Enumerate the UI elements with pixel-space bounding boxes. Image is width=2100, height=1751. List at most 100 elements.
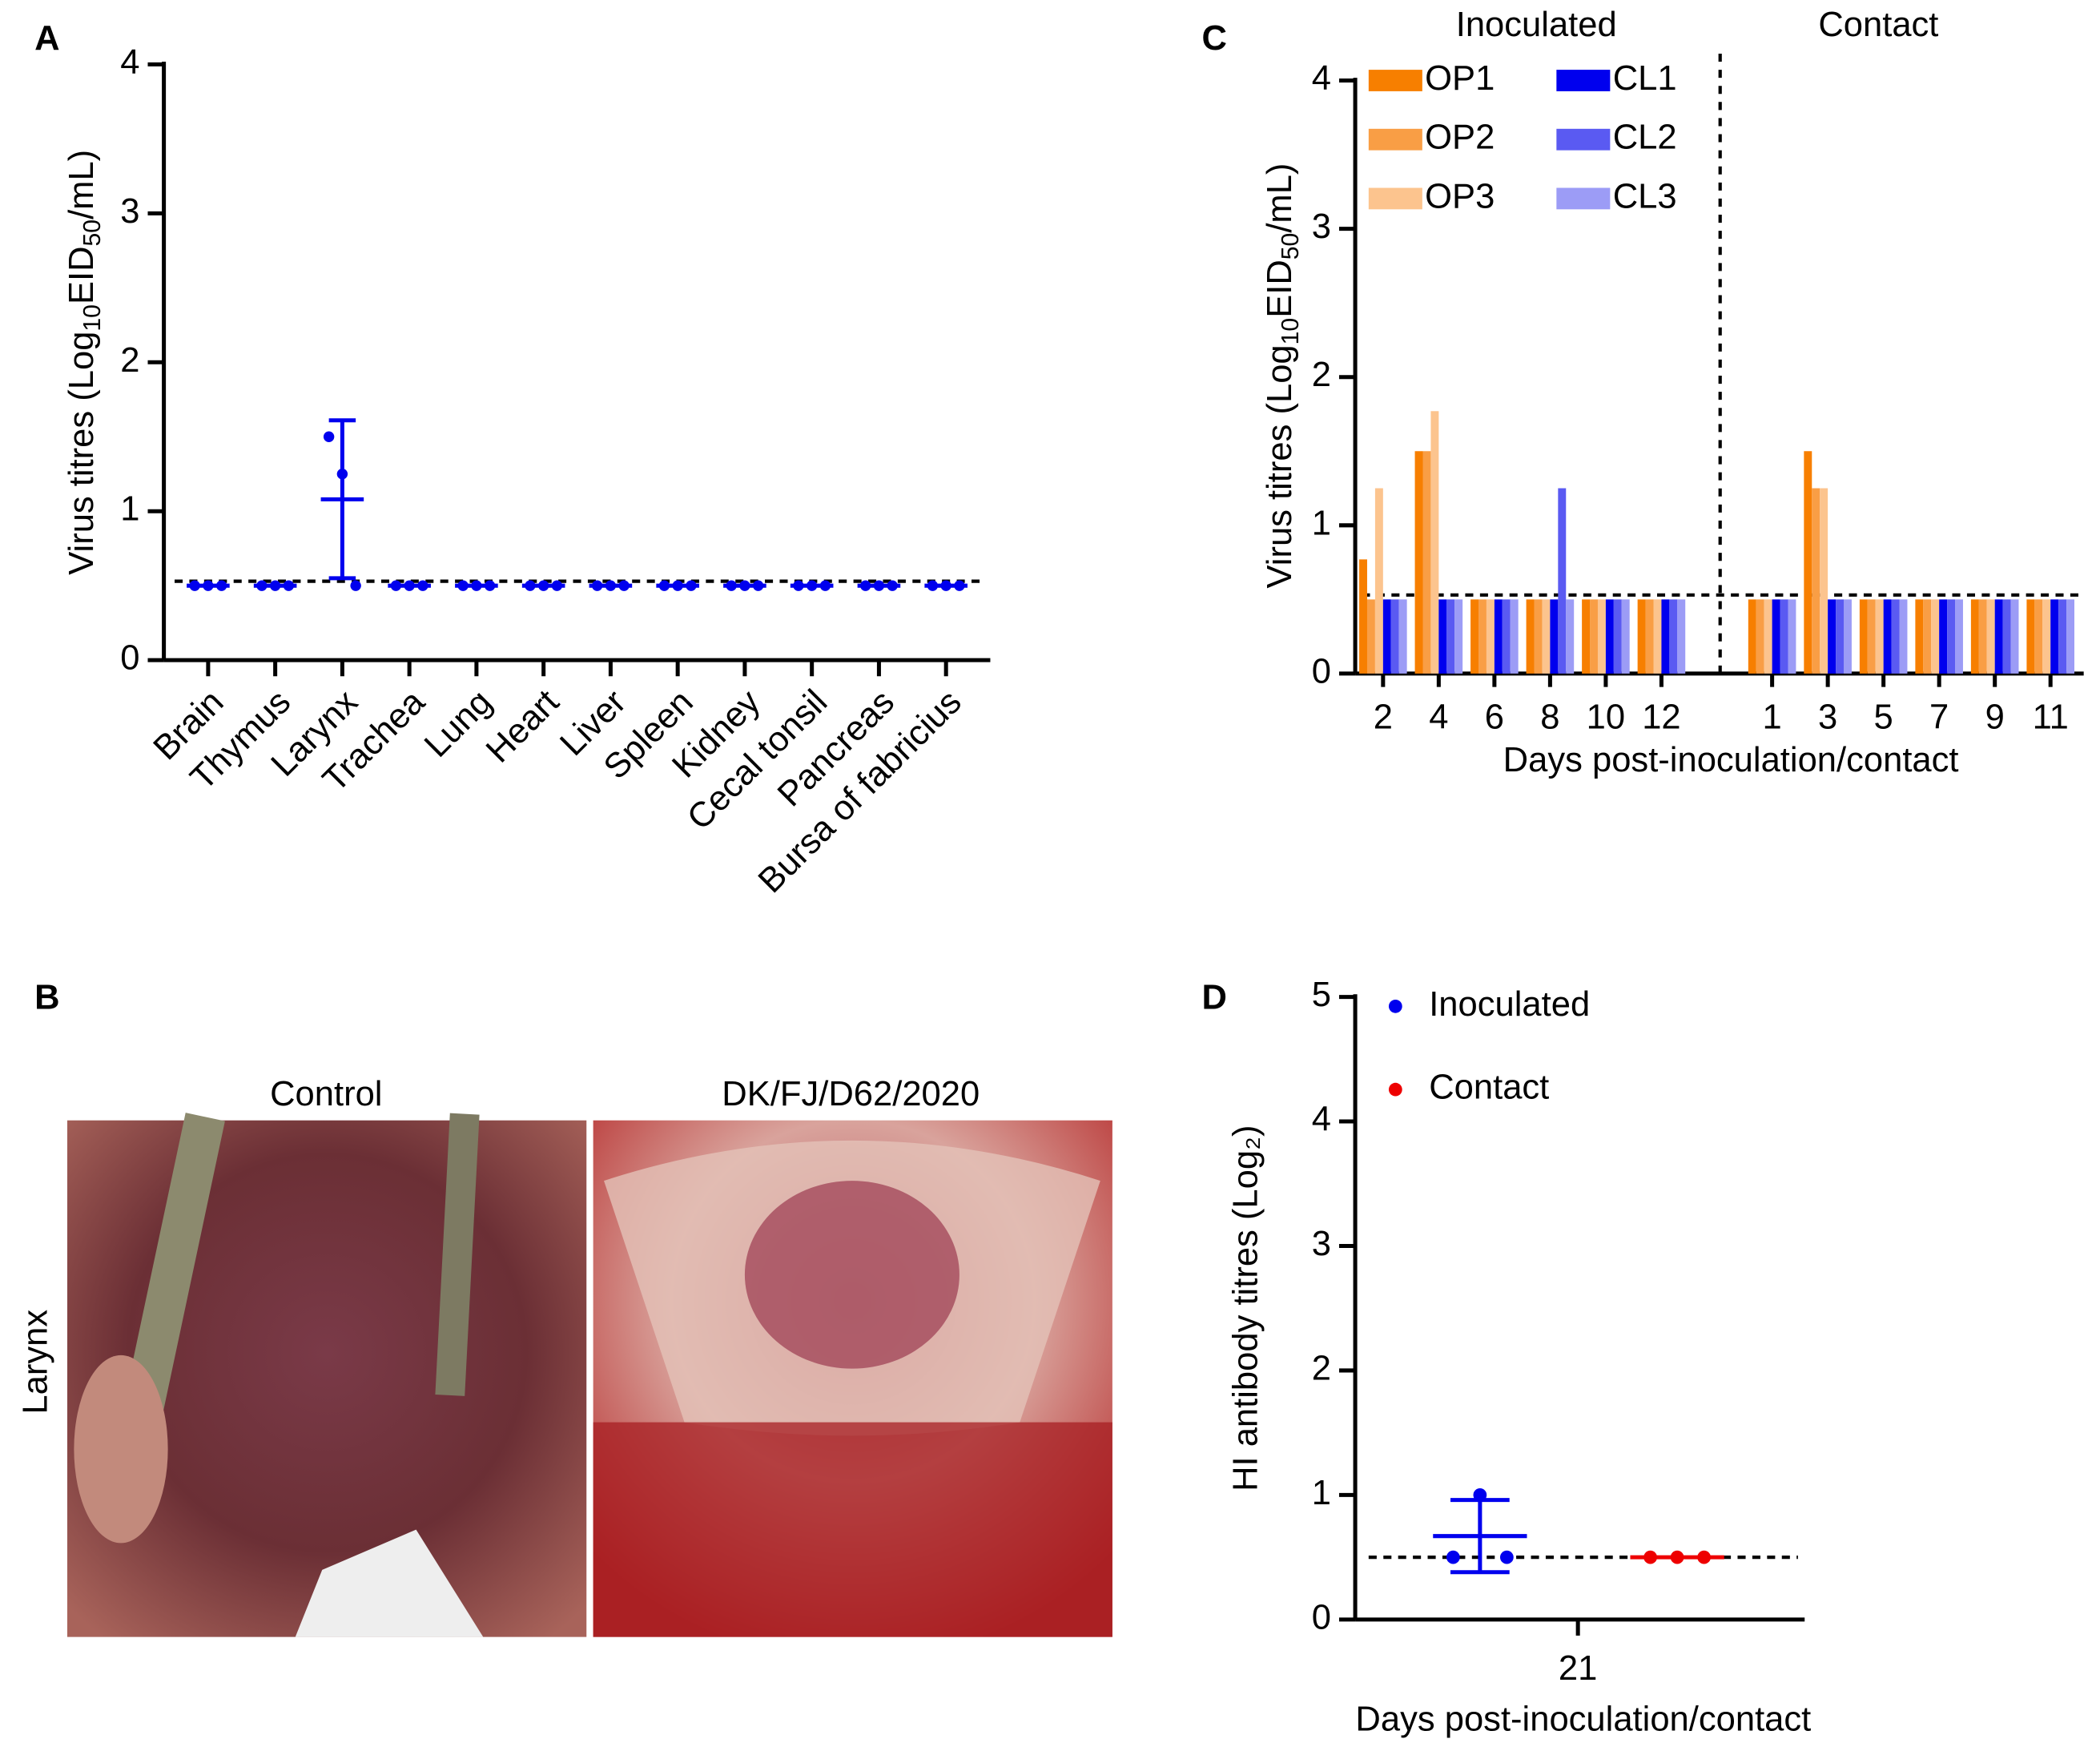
- bar: [1677, 599, 1686, 674]
- y-tick-label: 1: [1312, 504, 1331, 542]
- bar: [2026, 599, 2035, 674]
- bar: [1494, 599, 1503, 674]
- bar: [1828, 599, 1836, 674]
- y-tick-label: 0: [1312, 1598, 1331, 1636]
- bar: [1637, 599, 1646, 674]
- bar: [1613, 599, 1622, 674]
- row-label: Larynx: [17, 1310, 55, 1415]
- y-axis-label-part: Virus titres (Log: [62, 332, 101, 575]
- legend-swatch: [1556, 70, 1611, 91]
- x-tick-label: 10: [1587, 698, 1625, 736]
- legend-swatch: [1368, 128, 1422, 151]
- photo-infected: [593, 1120, 1112, 1637]
- bar: [1764, 599, 1772, 674]
- bar: [1550, 599, 1559, 674]
- bar: [1788, 599, 1796, 674]
- legend-swatch: [1368, 70, 1422, 91]
- x-tick-label: 4: [1429, 698, 1448, 736]
- bar: [1820, 488, 1828, 674]
- panel-label: B: [34, 978, 59, 1016]
- bar: [1486, 599, 1495, 674]
- y-tick-label: 3: [120, 192, 139, 231]
- bar: [1994, 599, 2003, 674]
- bar: [1510, 599, 1519, 674]
- x-axis-label: Days post-inoculation/contact: [1503, 741, 1959, 779]
- bar: [1978, 599, 1987, 674]
- legend-label: Inoculated: [1429, 985, 1590, 1024]
- bar: [1382, 599, 1391, 674]
- data-point: [1499, 1550, 1514, 1564]
- legend-label: CL2: [1613, 119, 1677, 157]
- bar: [1669, 599, 1678, 674]
- panel-label: D: [1201, 978, 1226, 1016]
- column-label: Control: [270, 1075, 382, 1113]
- bar: [1836, 599, 1844, 674]
- bar: [1661, 599, 1670, 674]
- bar: [1597, 599, 1606, 674]
- bar: [1891, 599, 1900, 674]
- data-point: [1446, 1550, 1460, 1564]
- y-axis-label-part: /mL): [1260, 163, 1298, 233]
- bar: [1374, 488, 1383, 674]
- bar: [1422, 451, 1431, 674]
- x-tick-label: Heart: [479, 682, 566, 770]
- bar: [1947, 599, 1956, 674]
- y-tick-label: 1: [1312, 1474, 1331, 1512]
- bar: [1915, 599, 1924, 674]
- bar: [1653, 599, 1662, 674]
- bar: [1438, 599, 1447, 674]
- legend-label: CL3: [1613, 177, 1677, 215]
- bar: [1867, 599, 1876, 674]
- bar: [2058, 599, 2067, 674]
- legend-label: Contact: [1429, 1069, 1549, 1107]
- x-tick-label: 21: [1559, 1649, 1597, 1688]
- bar: [1621, 599, 1630, 674]
- x-tick-label: 12: [1642, 698, 1680, 736]
- bar: [1446, 599, 1455, 674]
- y-tick-label: 2: [1312, 356, 1331, 394]
- bar: [1398, 599, 1407, 674]
- y-tick-label: 4: [1312, 1101, 1331, 1139]
- x-tick-label: 7: [1929, 698, 1949, 736]
- bar: [1970, 599, 1979, 674]
- x-tick-label: 1: [1763, 698, 1782, 736]
- x-tick-label: 9: [1985, 698, 2005, 736]
- bar: [1582, 599, 1591, 674]
- bar: [1470, 599, 1479, 674]
- bar: [1883, 599, 1892, 674]
- bar: [1756, 599, 1764, 674]
- y-tick-label: 0: [120, 639, 139, 678]
- data-point: [350, 580, 361, 591]
- bar: [1923, 599, 1932, 674]
- panel-label: A: [34, 19, 59, 58]
- y-axis-label-part: 10: [79, 304, 106, 332]
- y-tick-label: 2: [120, 341, 139, 380]
- bar: [1955, 599, 1963, 674]
- x-tick-label: 3: [1818, 698, 1837, 736]
- bar: [1542, 599, 1551, 674]
- y-axis-label: Virus titres (Log10EID50/mL): [1260, 163, 1304, 589]
- legend-label: OP2: [1425, 119, 1495, 157]
- legend-marker: [1388, 999, 1402, 1013]
- bar: [1899, 599, 1908, 674]
- legend-swatch: [1556, 128, 1611, 151]
- bar: [1366, 599, 1375, 674]
- y-tick-label: 2: [1312, 1349, 1331, 1387]
- bar: [2002, 599, 2011, 674]
- section-heading: Contact: [1818, 6, 1938, 44]
- bar: [1558, 488, 1567, 674]
- x-tick-label: Lung: [417, 682, 499, 764]
- bar: [2034, 599, 2043, 674]
- bar: [1478, 599, 1486, 674]
- bar: [1804, 451, 1812, 674]
- x-tick-label: 2: [1374, 698, 1393, 736]
- x-tick-label: 8: [1540, 698, 1559, 736]
- bar: [1502, 599, 1511, 674]
- column-label: DK/FJ/D62/2020: [722, 1075, 980, 1113]
- bar: [1859, 599, 1868, 674]
- x-tick-label: 11: [2033, 698, 2069, 736]
- bar: [1454, 599, 1463, 674]
- bar: [1780, 599, 1788, 674]
- y-axis-label-part: EID: [1260, 260, 1298, 318]
- legend-swatch: [1368, 187, 1422, 210]
